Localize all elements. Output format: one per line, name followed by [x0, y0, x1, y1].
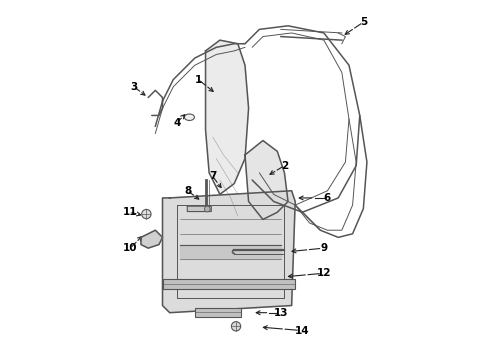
- Text: 9: 9: [320, 243, 327, 253]
- Text: 4: 4: [173, 118, 180, 128]
- Polygon shape: [141, 230, 163, 248]
- Text: 2: 2: [281, 161, 288, 171]
- Polygon shape: [245, 140, 288, 220]
- Bar: [195, 308, 242, 317]
- Text: 13: 13: [273, 308, 288, 318]
- Text: 14: 14: [295, 325, 310, 336]
- Circle shape: [231, 321, 241, 331]
- Text: 5: 5: [360, 17, 367, 27]
- Text: 1: 1: [195, 75, 202, 85]
- Text: 7: 7: [209, 171, 217, 181]
- Text: 10: 10: [123, 243, 138, 253]
- Ellipse shape: [184, 114, 195, 121]
- Circle shape: [204, 206, 210, 212]
- Bar: [163, 279, 295, 289]
- FancyBboxPatch shape: [187, 206, 211, 212]
- Text: 3: 3: [130, 82, 138, 92]
- Text: 8: 8: [184, 186, 191, 196]
- Polygon shape: [205, 40, 248, 194]
- Polygon shape: [163, 191, 295, 313]
- Circle shape: [142, 210, 151, 219]
- Text: 6: 6: [324, 193, 331, 203]
- Text: 11: 11: [123, 207, 138, 217]
- Text: 12: 12: [317, 268, 331, 278]
